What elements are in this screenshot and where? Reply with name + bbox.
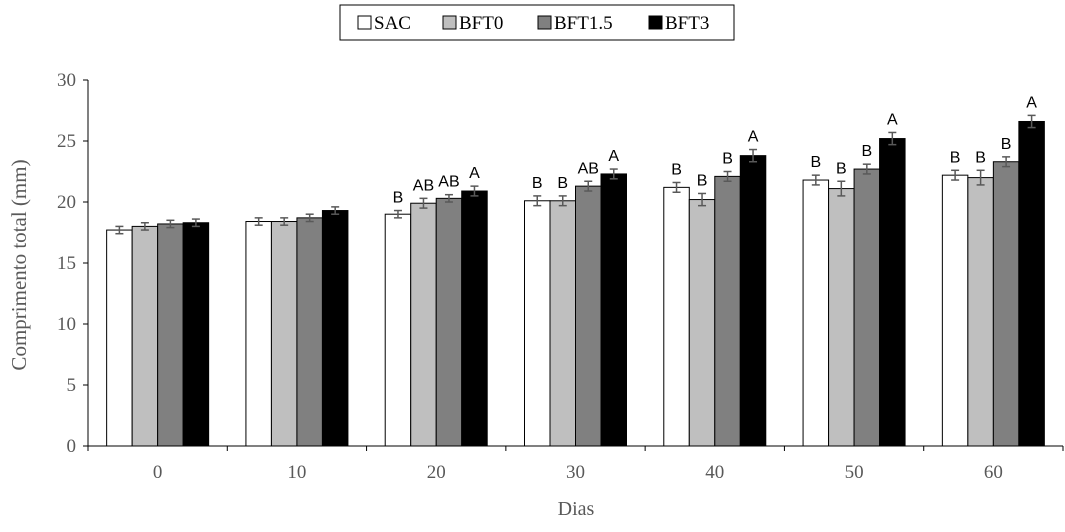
significance-label: B bbox=[836, 160, 847, 177]
significance-label: A bbox=[469, 165, 480, 182]
bar bbox=[828, 188, 855, 447]
significance-label: B bbox=[557, 175, 568, 192]
significance-label: B bbox=[393, 190, 404, 207]
bar bbox=[270, 221, 298, 447]
x-tick-label: 60 bbox=[984, 462, 1003, 483]
legend-label: BFT0 bbox=[459, 13, 503, 34]
x-tick-label: 40 bbox=[705, 462, 724, 483]
legend-label: BFT1.5 bbox=[554, 13, 613, 34]
significance-label: B bbox=[697, 172, 708, 189]
bar bbox=[714, 175, 741, 447]
bar bbox=[296, 217, 323, 447]
significance-label: AB bbox=[438, 174, 459, 191]
y-tick-label: 25 bbox=[57, 131, 76, 152]
bar bbox=[575, 185, 602, 447]
bar bbox=[182, 222, 210, 447]
bar bbox=[663, 186, 690, 447]
y-axis-label: Comprimento total (mm) bbox=[7, 159, 31, 370]
bar bbox=[739, 155, 767, 447]
legend-label: SAC bbox=[374, 13, 411, 34]
x-tick-label: 0 bbox=[153, 462, 163, 483]
legend-label: BFT3 bbox=[665, 13, 709, 34]
y-tick-label: 5 bbox=[67, 375, 77, 396]
significance-label: AB bbox=[578, 160, 599, 177]
y-tick-label: 0 bbox=[67, 436, 77, 457]
y-tick-label: 30 bbox=[57, 70, 76, 91]
significance-label: B bbox=[1001, 136, 1012, 153]
legend-item: BFT0 bbox=[442, 13, 503, 34]
legend-swatch bbox=[648, 15, 663, 30]
x-tick-label: 20 bbox=[427, 462, 446, 483]
legend-item: BFT3 bbox=[648, 13, 709, 34]
significance-label: B bbox=[810, 154, 821, 171]
significance-label: AB bbox=[413, 177, 434, 194]
significance-label: B bbox=[722, 151, 733, 168]
bar bbox=[524, 200, 551, 447]
bar bbox=[461, 190, 488, 447]
bar bbox=[992, 161, 1020, 447]
significance-label: B bbox=[861, 143, 872, 160]
bars-layer bbox=[106, 120, 1045, 447]
significance-label: B bbox=[950, 149, 961, 166]
y-tick-label: 15 bbox=[57, 253, 76, 274]
legend: SAC BFT0 BFT1.5 BFT3 bbox=[339, 4, 735, 41]
significance-label: B bbox=[975, 149, 986, 166]
legend-swatch bbox=[442, 15, 457, 30]
significance-label: A bbox=[887, 111, 898, 128]
x-axis-label: Dias bbox=[558, 498, 595, 520]
bar bbox=[157, 223, 184, 447]
bar bbox=[106, 229, 133, 447]
significance-label: A bbox=[608, 148, 619, 165]
x-tick-label: 30 bbox=[566, 462, 585, 483]
bar bbox=[879, 138, 906, 447]
bar bbox=[600, 173, 627, 447]
bar bbox=[1018, 120, 1045, 447]
bar bbox=[245, 221, 272, 447]
legend-item: BFT1.5 bbox=[537, 13, 613, 34]
bar bbox=[549, 200, 576, 447]
bar bbox=[435, 197, 463, 447]
significance-label: A bbox=[1026, 94, 1037, 111]
y-tick-label: 10 bbox=[57, 314, 76, 335]
significance-label: A bbox=[748, 129, 759, 146]
significance-label: B bbox=[532, 175, 543, 192]
x-tick-label: 10 bbox=[287, 462, 306, 483]
bar bbox=[384, 213, 412, 447]
legend-item: SAC bbox=[357, 13, 411, 34]
legend-swatch bbox=[537, 15, 552, 30]
significance-label: B bbox=[671, 161, 682, 178]
bar bbox=[131, 225, 159, 447]
bar bbox=[853, 168, 881, 447]
bar bbox=[410, 202, 437, 447]
y-tick-label: 20 bbox=[57, 192, 76, 213]
error-bars-layer bbox=[115, 114, 1036, 235]
bar bbox=[967, 177, 994, 447]
x-tick-label: 50 bbox=[845, 462, 864, 483]
bar bbox=[802, 179, 830, 447]
bar bbox=[941, 174, 969, 447]
bar bbox=[688, 199, 716, 447]
legend-box bbox=[339, 4, 735, 41]
bar bbox=[321, 210, 349, 447]
legend-swatch bbox=[357, 15, 372, 30]
